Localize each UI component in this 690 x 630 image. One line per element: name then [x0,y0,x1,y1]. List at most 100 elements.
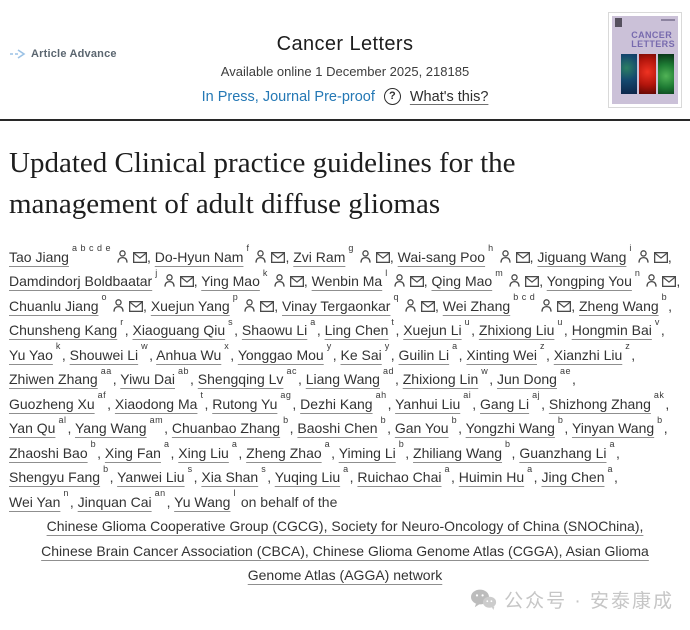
person-icon[interactable] [638,250,649,263]
person-icon[interactable] [541,299,552,312]
group-link[interactable]: Chinese Glioma Cooperative Group (CGCG),… [41,518,649,584]
envelope-icon[interactable] [260,300,275,312]
author-link[interactable]: Guilin Li [398,346,450,363]
author-link[interactable]: Yiwu Dai [120,371,175,388]
person-icon[interactable] [360,250,371,263]
author-link[interactable]: Zhiliang Wang [413,444,503,461]
author-link[interactable]: Yongzhi Wang [465,420,555,437]
envelope-icon[interactable] [409,276,424,288]
author-link[interactable]: Gan You [394,420,449,437]
author-link[interactable]: Chunsheng Kang [9,322,118,339]
author-link[interactable]: Xing Liu [178,444,229,461]
author-link[interactable]: Vinay Tergaonkar [282,297,391,314]
author-link[interactable]: Wai-sang Poo [397,248,486,265]
author-link[interactable]: Dezhi Kang [300,395,373,412]
author-link[interactable]: Yongping You [546,273,632,290]
author-link[interactable]: Xuejun Li [403,322,462,339]
author-link[interactable]: Zvi Ram [293,248,346,265]
author-link[interactable]: Zhaoshi Bao [9,444,88,461]
person-icon[interactable] [274,274,285,288]
author-link[interactable]: Baoshi Chen [297,420,378,437]
envelope-icon[interactable] [132,251,147,263]
person-icon[interactable] [646,274,658,288]
author-link[interactable]: Ling Chen [324,322,389,339]
person-icon[interactable] [509,274,520,288]
author-link[interactable]: Jing Chen [541,469,605,486]
author-link[interactable]: Huimin Hu [458,469,525,486]
article-advance-brand[interactable]: Article Advance [10,48,117,60]
author-link[interactable]: Zheng Zhao [246,444,322,461]
envelope-icon[interactable] [557,300,572,312]
author-link[interactable]: Wenbin Ma [311,273,383,290]
author-link[interactable]: Yang Wang [74,420,147,437]
author-link[interactable]: Hongmin Bai [571,322,652,339]
author-link[interactable]: Wei Zhang [442,297,511,314]
author-link[interactable]: Yonggao Mou [237,346,324,363]
person-icon[interactable] [117,250,128,263]
envelope-icon[interactable] [375,251,390,263]
author-link[interactable]: Yiming Li [338,444,396,461]
author-link[interactable]: Wei Yan [9,493,61,510]
author-link[interactable]: Yu Yao [9,346,53,363]
author-link[interactable]: Yanhui Liu [395,395,461,412]
author-link[interactable]: Xianzhi Liu [553,346,623,363]
envelope-icon[interactable] [662,276,677,288]
author-link[interactable]: Xiaoguang Qiu [132,322,226,339]
author-link[interactable]: Xing Fan [104,444,161,461]
author-link[interactable]: Yu Wang [174,493,231,510]
envelope-icon[interactable] [271,251,286,263]
author-link[interactable]: Shengyu Fang [9,469,101,486]
author-link[interactable]: Do-Hyun Nam [154,248,244,265]
author-link[interactable]: Guanzhang Li [519,444,607,461]
author-link[interactable]: Yan Qu [9,420,56,437]
author-link[interactable]: Guozheng Xu [9,395,95,412]
envelope-icon[interactable] [289,276,304,288]
author-link[interactable]: Xinting Wei [466,346,537,363]
author-link[interactable]: Qing Mao [431,273,493,290]
person-icon[interactable] [164,274,175,288]
person-icon[interactable] [113,299,124,312]
journal-title-link[interactable]: Cancer Letters [276,33,414,55]
author-link[interactable]: Xuejun Yang [150,297,230,314]
author-link[interactable]: Ying Mao [201,273,260,290]
author-link[interactable]: Shouwei Li [69,346,139,363]
author-link[interactable]: Liang Wang [305,371,380,388]
author-link[interactable]: Ke Sai [340,346,382,363]
envelope-icon[interactable] [179,276,194,288]
author-link[interactable]: Shaowu Li [241,322,308,339]
author-link[interactable]: Yanwei Liu [117,469,185,486]
author-link[interactable]: Shengqing Lv [197,371,284,388]
question-mark-icon[interactable]: ? [383,88,401,105]
author-link[interactable]: Chuanlu Jiang [9,297,99,314]
person-icon[interactable] [499,250,511,263]
person-icon[interactable] [405,299,416,312]
author-link[interactable]: Yuqing Liu [274,469,341,486]
envelope-icon[interactable] [653,251,668,263]
author-link[interactable]: Xia Shan [201,469,259,486]
author-link[interactable]: Chuanbao Zhang [171,420,281,437]
author-link[interactable]: Zhixiong Lin [402,371,479,388]
person-icon[interactable] [394,274,405,288]
author-link[interactable]: Gang Li [480,395,530,412]
author-link[interactable]: Tao Jiang [9,248,69,265]
person-icon[interactable] [255,250,267,263]
envelope-icon[interactable] [525,276,540,288]
author-link[interactable]: Zhixiong Liu [478,322,555,339]
envelope-icon[interactable] [129,300,144,312]
author-link[interactable]: Jiguang Wang [537,248,627,265]
author-link[interactable]: Xiaodong Ma [114,395,198,412]
author-link[interactable]: Jun Dong [497,371,557,388]
journal-cover-thumbnail[interactable]: CANCER LETTERS [608,12,682,108]
person-icon[interactable] [244,299,255,312]
author-link[interactable]: Shizhong Zhang [548,395,651,412]
whats-this-link[interactable]: What's this? [409,88,489,105]
author-link[interactable]: Damdindorj Boldbaatar [9,273,153,290]
author-link[interactable]: Zheng Wang [579,297,659,314]
author-link[interactable]: Anhua Wu [156,346,222,363]
author-link[interactable]: Jinquan Cai [77,493,152,510]
in-press-link[interactable]: In Press, Journal Pre-proof [201,88,375,105]
author-link[interactable]: Yinyan Wang [571,420,655,437]
author-link[interactable]: Ruichao Chai [357,469,442,486]
author-link[interactable]: Zhiwen Zhang [9,371,98,388]
author-link[interactable]: Rutong Yu [212,395,278,412]
